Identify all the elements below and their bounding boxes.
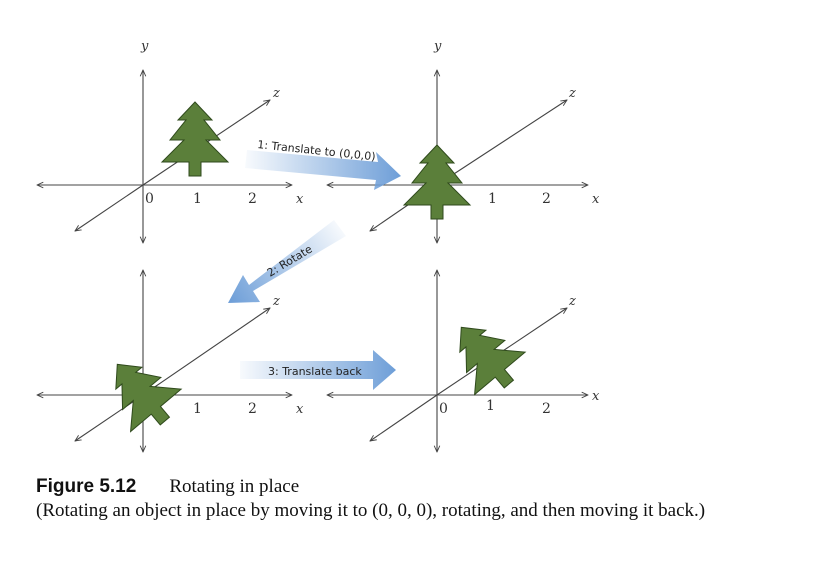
rotation-diagram: y x z 0 1 2 y x z 0 1 2	[0, 39, 600, 470]
figure-title: Rotating in place	[169, 476, 300, 497]
tree	[91, 342, 191, 443]
figure-number: Figure 5.12	[36, 476, 137, 497]
tick-label-2: 2	[248, 191, 257, 207]
z-axis-label: z	[568, 294, 576, 309]
x-axis-label: x	[296, 402, 304, 417]
panel-original: y x z 0 1 2	[37, 39, 304, 243]
figure-description: (Rotating an object in place by moving i…	[36, 500, 706, 521]
x-axis-label: x	[592, 192, 600, 207]
figure-caption: Figure 5.12 Rotating in place (Rotating a…	[36, 475, 806, 523]
step-2-rotate-arrow: 2: Rotate	[228, 220, 346, 303]
tree	[435, 305, 535, 406]
y-axis-label: y	[433, 39, 442, 54]
step-2-label: 2: Rotate	[265, 242, 315, 279]
step-3-translate-back-arrow: 3: Translate back	[240, 350, 396, 390]
tick-label-1: 1	[488, 191, 497, 207]
panel-translated-back: x z 0 1 2	[327, 270, 600, 452]
tick-label-0: 0	[439, 401, 448, 417]
tree	[403, 144, 471, 220]
x-axis-label: x	[296, 192, 304, 207]
tick-label-2: 2	[542, 401, 551, 417]
panel-translated-to-origin: y x z 0 1 2	[327, 39, 600, 243]
tick-label-2: 2	[542, 191, 551, 207]
x-axis-label: x	[592, 389, 600, 404]
tick-label-2: 2	[248, 401, 257, 417]
z-axis-label: z	[272, 86, 280, 101]
caption-heading: Figure 5.12 Rotating in place	[36, 475, 806, 499]
tick-label-1: 1	[486, 398, 495, 414]
tree	[161, 101, 229, 177]
tick-label-1: 1	[193, 401, 202, 417]
tick-label-1: 1	[193, 191, 202, 207]
step-1-translate-arrow: 1: Translate to (0,0,0)	[245, 138, 401, 190]
y-axis-label: y	[140, 39, 149, 54]
tick-label-0: 0	[145, 191, 154, 207]
panel-rotated: x z 0 1 2	[37, 270, 304, 452]
z-axis-label: z	[568, 86, 576, 101]
z-axis-label: z	[272, 294, 280, 309]
step-3-label: 3: Translate back	[268, 365, 362, 378]
